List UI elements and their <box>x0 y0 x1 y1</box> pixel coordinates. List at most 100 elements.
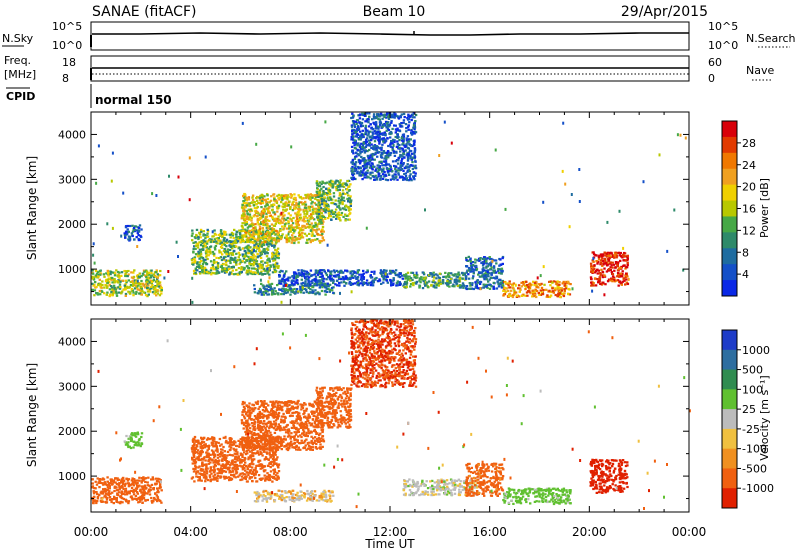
data-cell <box>156 283 159 286</box>
data-cell <box>412 126 415 129</box>
data-cell <box>253 271 256 274</box>
data-cell <box>370 127 373 130</box>
data-cell <box>303 212 306 215</box>
data-cell <box>510 289 513 292</box>
data-cell <box>371 128 375 131</box>
data-cell <box>274 255 278 258</box>
power-scatter <box>91 112 687 304</box>
data-cell <box>332 278 335 281</box>
data-cell <box>342 185 346 188</box>
data-cell <box>292 279 295 283</box>
data-cell <box>311 239 314 242</box>
colorbar-tick-label: 28 <box>742 137 756 150</box>
data-cell <box>130 276 134 279</box>
data-cell <box>411 278 414 282</box>
data-cell <box>375 115 379 118</box>
data-cell <box>379 269 383 272</box>
data-cell <box>217 262 220 265</box>
data-cell <box>514 283 517 287</box>
data-cell <box>194 253 198 256</box>
data-cell <box>322 215 326 218</box>
data-cell <box>404 275 407 278</box>
data-cell <box>291 226 295 229</box>
data-cell <box>373 158 376 161</box>
data-cell <box>316 280 319 283</box>
data-cell <box>371 168 374 171</box>
data-cell <box>245 254 248 257</box>
data-cell <box>465 285 469 288</box>
data-cell <box>416 276 419 279</box>
data-cell <box>608 251 612 255</box>
data-cell <box>155 280 158 283</box>
data-cell <box>326 243 329 247</box>
data-cell <box>137 230 141 233</box>
data-cell <box>255 142 258 146</box>
data-cell <box>213 259 216 262</box>
data-cell <box>160 289 163 292</box>
data-cell <box>215 261 218 264</box>
data-cell <box>435 277 438 280</box>
data-cell <box>452 283 455 286</box>
data-cell <box>317 206 321 209</box>
data-cell <box>394 173 397 176</box>
data-cell <box>397 136 400 139</box>
data-cell <box>130 271 133 274</box>
data-cell <box>273 244 276 247</box>
data-cell <box>134 292 137 295</box>
data-cell <box>273 266 276 269</box>
data-cell <box>308 276 311 279</box>
data-cell <box>209 269 213 272</box>
data-cell <box>365 162 369 165</box>
data-cell <box>238 232 242 235</box>
data-cell <box>244 233 248 236</box>
data-cell <box>407 166 411 169</box>
data-cell <box>389 151 393 155</box>
data-cell <box>485 284 488 288</box>
data-cell <box>405 177 408 180</box>
data-cell <box>296 281 299 284</box>
data-cell <box>353 282 357 285</box>
data-cell <box>348 209 351 212</box>
data-cell <box>127 273 130 276</box>
data-cell <box>275 256 278 259</box>
data-cell <box>406 271 410 274</box>
data-cell <box>332 211 335 214</box>
data-cell <box>382 270 385 273</box>
data-cell <box>518 290 521 293</box>
data-cell <box>327 275 330 279</box>
data-cell <box>206 240 209 243</box>
data-cell <box>278 274 281 277</box>
data-cell <box>378 142 381 145</box>
data-cell <box>485 274 489 278</box>
data-cell <box>258 242 262 245</box>
data-cell <box>483 278 486 281</box>
data-cell <box>341 201 344 204</box>
data-cell <box>331 186 334 189</box>
data-cell <box>351 161 355 164</box>
data-cell <box>404 175 408 178</box>
data-cell <box>463 285 466 288</box>
data-cell <box>565 280 568 283</box>
data-cell <box>322 185 325 189</box>
data-cell <box>327 196 330 199</box>
data-cell <box>679 133 682 137</box>
data-cell <box>387 114 391 117</box>
data-cell <box>608 268 611 271</box>
data-cell <box>240 206 244 209</box>
data-cell <box>268 269 271 272</box>
data-cell <box>309 284 312 287</box>
data-cell <box>322 209 325 212</box>
data-cell <box>453 280 456 283</box>
data-cell <box>405 127 408 130</box>
data-cell <box>265 255 269 258</box>
data-cell <box>464 275 468 278</box>
data-cell <box>273 224 277 227</box>
data-cell <box>96 477 99 480</box>
data-cell <box>100 286 103 289</box>
data-cell <box>140 228 143 231</box>
data-cell <box>387 156 390 159</box>
data-cell <box>626 254 629 257</box>
data-cell <box>213 254 216 257</box>
data-cell <box>592 257 595 261</box>
